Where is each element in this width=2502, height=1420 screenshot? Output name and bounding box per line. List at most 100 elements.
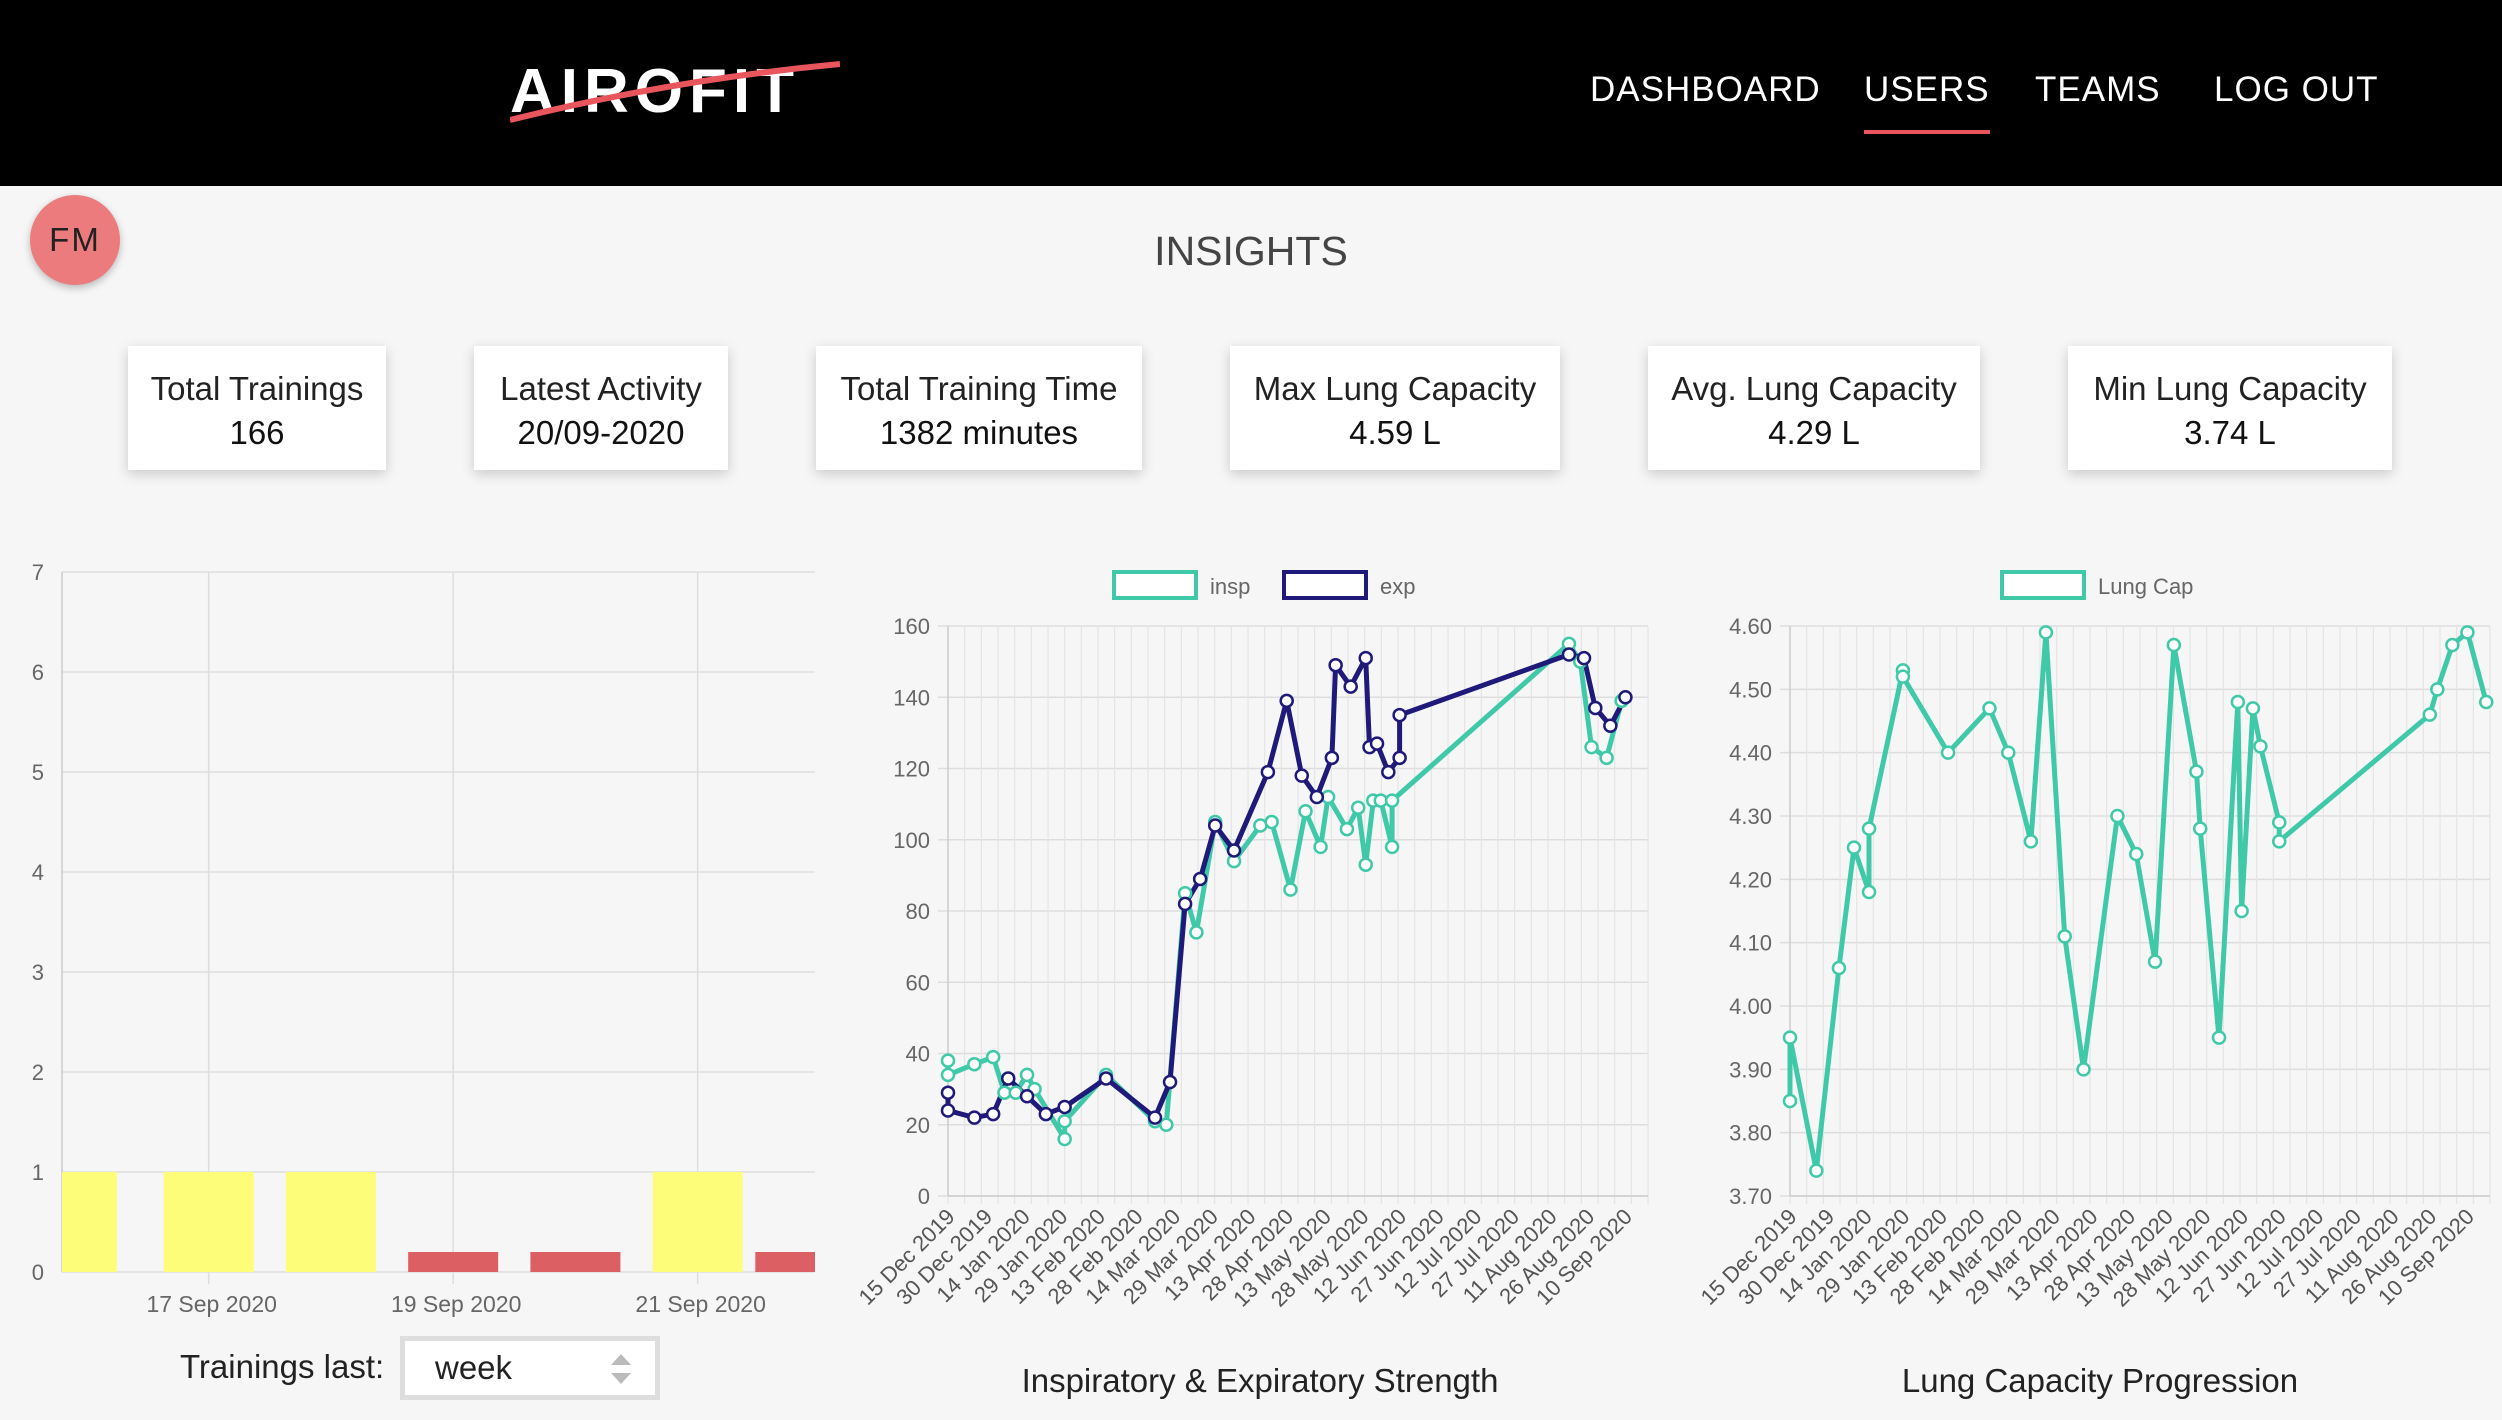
data-point xyxy=(2189,764,2204,779)
training-bar xyxy=(62,1172,117,1272)
training-bar xyxy=(408,1252,499,1272)
y-tick-label: 100 xyxy=(893,828,930,853)
y-tick-label: 0 xyxy=(918,1184,930,1209)
data-point xyxy=(1339,821,1355,837)
y-tick-label: 2 xyxy=(32,1060,44,1085)
nav-log-out[interactable]: LOG OUT xyxy=(2214,70,2379,109)
y-tick-label: 3.90 xyxy=(1729,1057,1772,1082)
data-point xyxy=(1358,857,1373,872)
data-point xyxy=(2245,701,2261,716)
y-tick-label: 4.20 xyxy=(1729,867,1772,892)
stat-label: Total Training Time xyxy=(840,370,1118,407)
data-point xyxy=(1057,1113,1072,1129)
data-point xyxy=(1264,814,1279,830)
data-point xyxy=(1392,750,1407,766)
data-point xyxy=(1782,1093,1798,1109)
data-point xyxy=(2234,903,2249,919)
user-avatar[interactable]: FM xyxy=(30,195,120,285)
data-point xyxy=(2445,637,2460,653)
stat-label: Total Trainings xyxy=(150,370,364,407)
airofit-logo[interactable]: AIROFIT xyxy=(509,50,841,130)
data-point xyxy=(1328,657,1343,673)
stat-label: Min Lung Capacity xyxy=(2093,370,2367,407)
data-point xyxy=(2038,625,2054,640)
legend-label: insp xyxy=(1210,574,1250,599)
x-tick-label: 17 Sep 2020 xyxy=(146,1291,276,1317)
y-tick-label: 4.10 xyxy=(1729,931,1772,956)
stat-card-avg-lung-capacity: Avg. Lung Capacity 4.29 L xyxy=(1648,346,1980,470)
x-tick-label: 19 Sep 2020 xyxy=(391,1291,521,1317)
stat-value: 1382 minutes xyxy=(879,414,1079,451)
y-tick-label: 120 xyxy=(893,757,930,782)
data-point xyxy=(1098,1071,1114,1086)
data-point xyxy=(1599,750,1614,766)
data-point xyxy=(1982,701,1997,716)
data-point xyxy=(1603,718,1618,733)
y-tick-label: 6 xyxy=(32,660,44,685)
training-bar xyxy=(530,1252,621,1272)
y-tick-label: 20 xyxy=(906,1113,930,1138)
y-tick-label: 60 xyxy=(906,970,930,995)
data-point xyxy=(2110,808,2125,824)
data-point xyxy=(1019,1089,1035,1104)
data-point xyxy=(1057,1099,1072,1115)
data-point xyxy=(940,1067,956,1083)
stat-value: 20/09-2020 xyxy=(517,414,685,451)
data-point xyxy=(985,1049,1001,1065)
y-tick-label: 4.30 xyxy=(1729,804,1772,829)
data-point xyxy=(1861,821,1877,836)
data-point xyxy=(1895,669,1911,684)
data-point xyxy=(1381,764,1396,780)
data-point xyxy=(2128,846,2144,862)
trainings-period-select[interactable]: week xyxy=(400,1336,660,1400)
y-tick-label: 4.00 xyxy=(1729,994,1772,1019)
legend-label: exp xyxy=(1380,574,1415,599)
data-point xyxy=(1588,700,1603,716)
y-tick-label: 3.80 xyxy=(1729,1121,1772,1146)
data-point xyxy=(2253,739,2268,754)
stat-card-max-lung-capacity: Max Lung Capacity 4.59 L xyxy=(1230,346,1560,470)
data-point xyxy=(2192,821,2208,836)
stat-value: 3.74 L xyxy=(2184,414,2276,451)
data-point xyxy=(1294,768,1310,783)
data-point xyxy=(1584,739,1599,755)
data-point xyxy=(1057,1131,1072,1147)
data-point xyxy=(1309,789,1325,805)
data-point xyxy=(1384,793,1400,808)
data-point xyxy=(1147,1110,1163,1125)
data-point xyxy=(2230,694,2246,710)
data-point xyxy=(940,1103,956,1118)
training-bar xyxy=(652,1172,743,1272)
nav-users[interactable]: USERS xyxy=(1864,70,1990,134)
nav-teams[interactable]: TEAMS xyxy=(2035,70,2161,109)
data-point xyxy=(1189,925,1204,940)
data-point xyxy=(1350,800,1366,815)
y-tick-label: 160 xyxy=(893,614,930,639)
data-point xyxy=(967,1056,982,1072)
data-point xyxy=(1192,871,1208,887)
y-tick-label: 3.70 xyxy=(1729,1184,1772,1209)
data-point xyxy=(1298,804,1313,819)
data-point xyxy=(2422,707,2438,722)
trainings-bar-chart: 0 1 2 3 4 5 6 7 17 Sep 2020 19 Sep 2020 21 Sep 202… xyxy=(32,560,815,1317)
data-point xyxy=(2478,694,2494,710)
data-point xyxy=(1159,1117,1174,1132)
y-tick-label: 4 xyxy=(32,860,44,885)
top-navigation-bar: AIROFIT DASHBOARD USERS TEAMS LOG OUT xyxy=(0,0,2502,186)
data-point xyxy=(2271,834,2287,849)
stat-card-total-training-time: Total Training Time 1382 minutes xyxy=(816,346,1142,470)
data-point xyxy=(1576,650,1592,666)
data-point xyxy=(2147,954,2163,969)
data-point xyxy=(2271,815,2287,830)
data-point xyxy=(2166,637,2182,653)
page-title: INSIGHTS xyxy=(1154,228,1348,274)
legend-swatch xyxy=(2000,570,2086,600)
data-point xyxy=(1000,1071,1016,1086)
training-bar xyxy=(163,1172,254,1272)
trainings-period-value: week xyxy=(435,1349,513,1386)
nav-dashboard[interactable]: DASHBOARD xyxy=(1590,70,1821,109)
data-point xyxy=(2023,834,2039,849)
x-tick-label: 21 Sep 2020 xyxy=(635,1291,765,1317)
data-point xyxy=(940,1085,956,1100)
y-tick-label: 0 xyxy=(32,1260,44,1285)
